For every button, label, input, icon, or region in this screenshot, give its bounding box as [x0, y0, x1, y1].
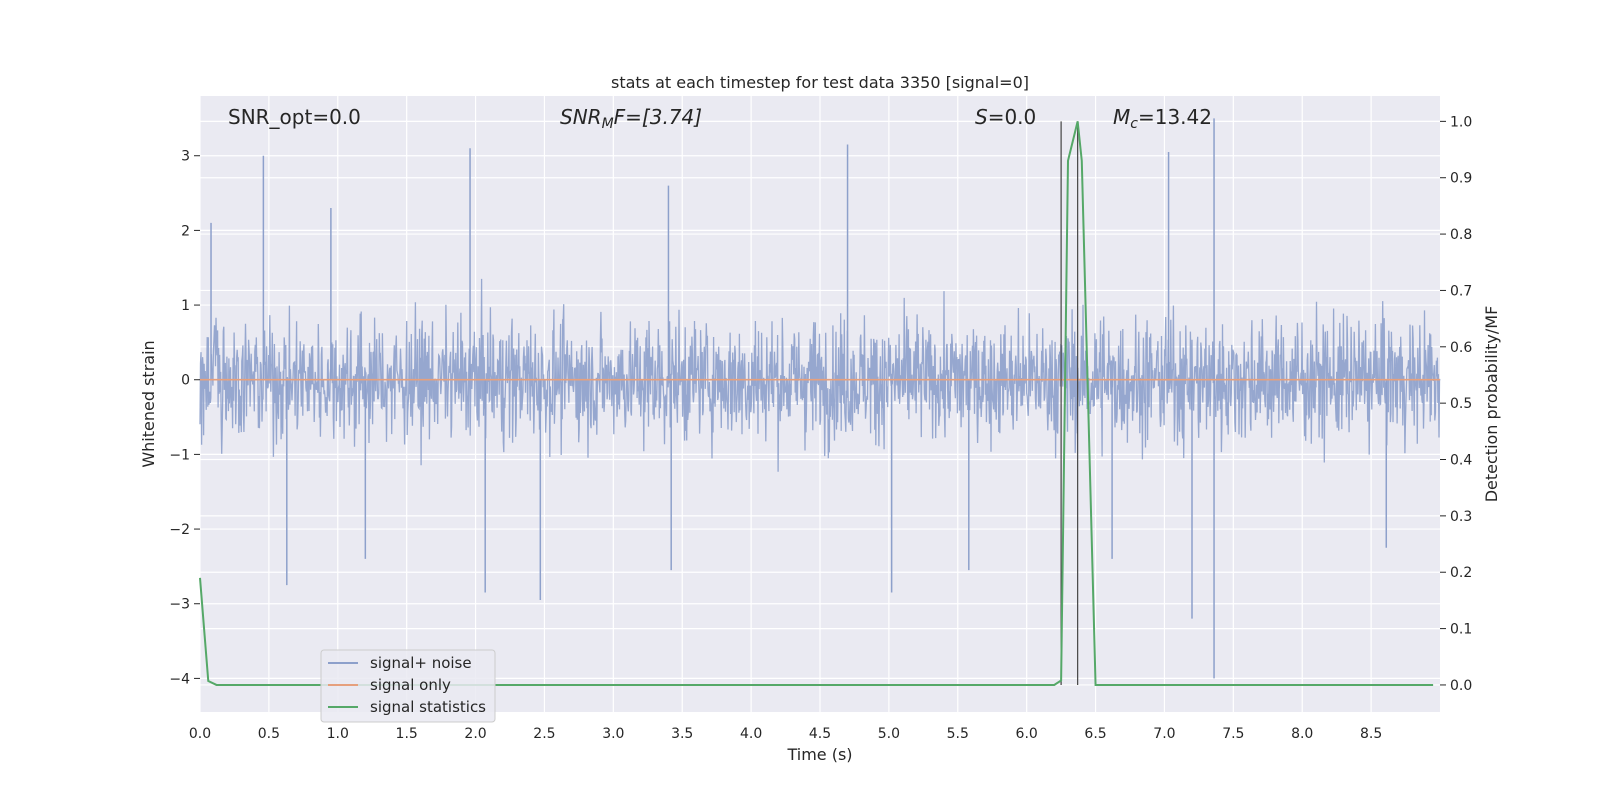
snr-mf-sub: M — [602, 116, 614, 132]
legend-label-signal: signal only — [370, 676, 451, 694]
x-tick-label: 5.0 — [878, 726, 900, 742]
y2-tick-label: 0.9 — [1450, 171, 1472, 187]
x-axis-label: Time (s) — [786, 745, 852, 764]
y2-tick-label: 0.3 — [1450, 509, 1472, 525]
y2-tick-label: 0.6 — [1450, 340, 1472, 356]
chart-title: stats at each timestep for test data 335… — [611, 73, 1029, 92]
y-tick-label: 1 — [181, 298, 190, 314]
x-tick-label: 1.5 — [396, 726, 418, 742]
noise-series — [199, 118, 1441, 679]
x-tick-label: 1.0 — [327, 726, 349, 742]
y2-tick-label: 0.8 — [1450, 227, 1472, 243]
legend-label-stats: signal statistics — [370, 698, 486, 716]
x-tick-label: 8.0 — [1291, 726, 1313, 742]
y2-tick-label: 0.1 — [1450, 622, 1472, 638]
x-tick-label: 5.5 — [947, 726, 969, 742]
x-tick-label: 7.0 — [1153, 726, 1175, 742]
y2-tick-label: 0.7 — [1450, 283, 1472, 299]
s-rest: =0.0 — [988, 105, 1037, 129]
x-tick-label: 2.5 — [533, 726, 555, 742]
legend-box — [320, 649, 496, 723]
snr-mf-main: SNR — [560, 105, 602, 129]
x-tick-label: 3.5 — [671, 726, 693, 742]
x-tick-label: 2.0 — [464, 726, 486, 742]
x-tick-label: 6.0 — [1016, 726, 1038, 742]
y-tick-label: −2 — [169, 522, 190, 538]
annotation-mc: Mc=13.42 — [1113, 105, 1212, 132]
x-tick-label: 7.5 — [1222, 726, 1244, 742]
annotation-snr-mf: SNRMF=[3.74] — [560, 105, 702, 132]
y-tick-label: 2 — [181, 223, 190, 239]
ticks: 0.0 0.5 1.0 1.5 2.0 2.5 3.0 3.5 4.0 4.5 5.0 5.5 6.0 6… — [169, 114, 1472, 742]
y-tick-label: 3 — [181, 149, 190, 165]
annotation-snr-opt: SNR_opt=0.0 — [228, 105, 361, 129]
x-tick-label: 0.5 — [258, 726, 280, 742]
signal-noise-line — [199, 278, 1441, 472]
snr-mf-rest: F=[3.74] — [614, 105, 702, 129]
x-tick-label: 3.0 — [602, 726, 624, 742]
x-tick-label: 4.0 — [740, 726, 762, 742]
legend: signal+ noise signal only signal statist… — [320, 649, 496, 723]
y-tick-label: −4 — [169, 671, 190, 687]
y2-tick-label: 0.0 — [1450, 678, 1472, 694]
x-tick-label: 6.5 — [1084, 726, 1106, 742]
annotation-s: S=0.0 — [975, 105, 1036, 129]
y2-axis-label: Detection probability/MF — [1482, 306, 1501, 503]
x-tick-label: 0.0 — [189, 726, 211, 742]
y2-tick-label: 0.2 — [1450, 565, 1472, 581]
line-series — [199, 121, 1440, 686]
y2-tick-label: 0.4 — [1450, 453, 1472, 469]
y-tick-label: 0 — [181, 373, 190, 389]
y2-tick-label: 1.0 — [1450, 114, 1472, 130]
mc-main: M — [1113, 105, 1130, 129]
s-main: S — [975, 105, 988, 129]
y-tick-label: −3 — [169, 597, 190, 613]
legend-label-noise: signal+ noise — [370, 654, 472, 672]
y-axis-label: Whitened strain — [139, 340, 158, 467]
y2-tick-label: 0.5 — [1450, 396, 1472, 412]
mc-rest: =13.42 — [1138, 105, 1212, 129]
x-tick-label: 4.5 — [809, 726, 831, 742]
y-tick-label: −1 — [169, 447, 190, 463]
signal-statistics-line — [199, 121, 1434, 686]
mc-sub: c — [1130, 116, 1138, 132]
x-tick-label: 8.5 — [1360, 726, 1382, 742]
